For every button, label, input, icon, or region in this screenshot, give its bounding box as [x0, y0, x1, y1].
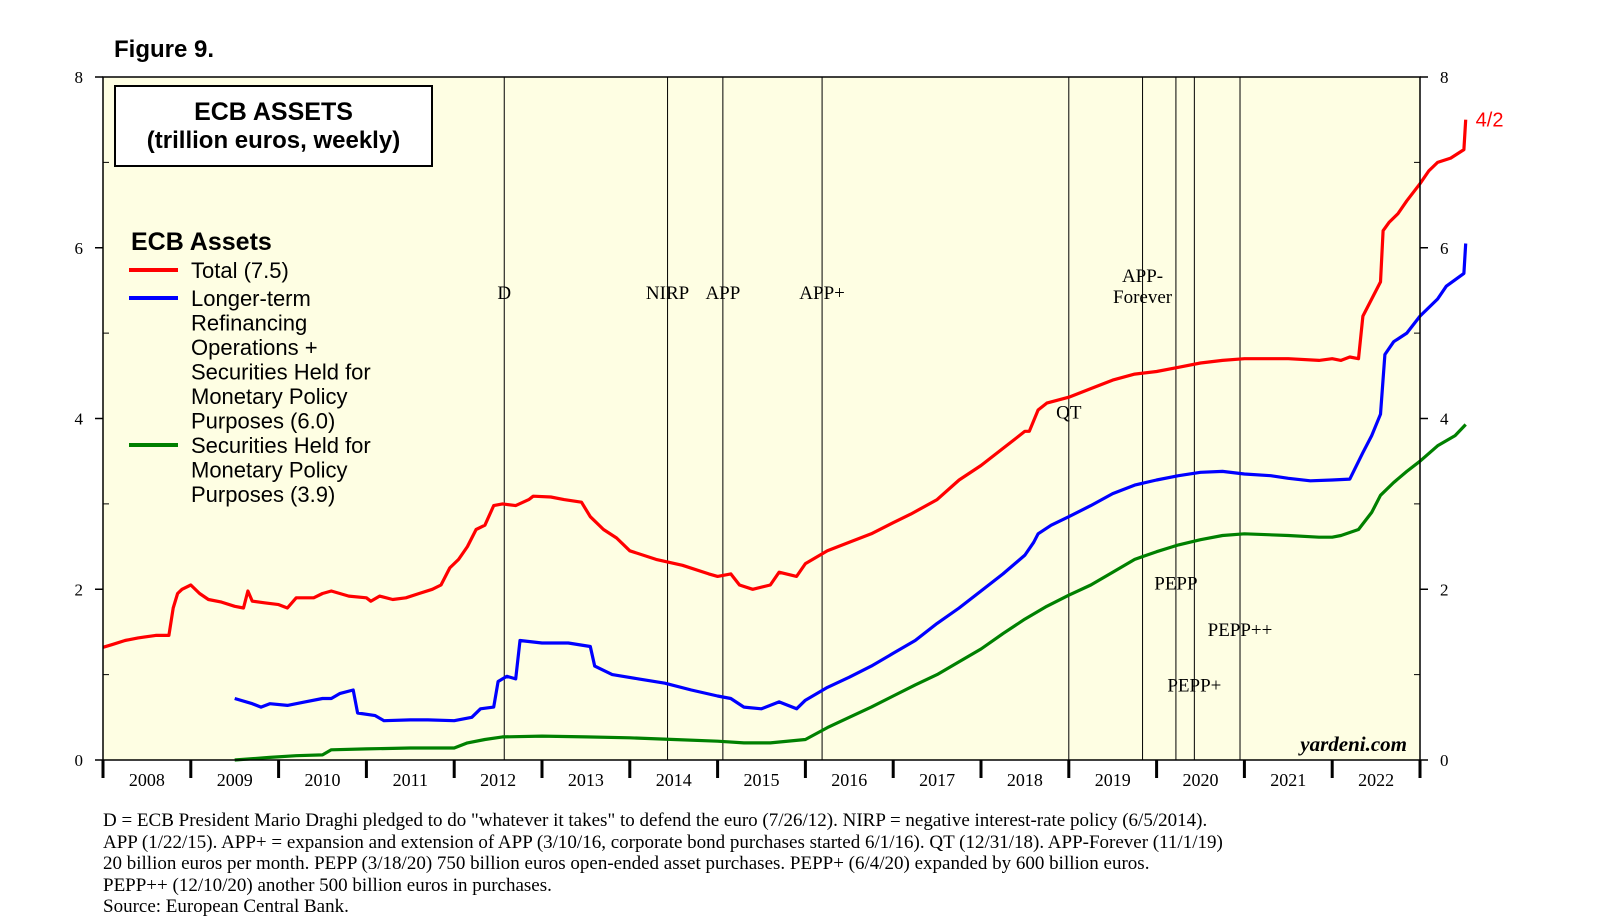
legend-title: ECB Assets	[131, 228, 272, 256]
legend-label: Securities Held for	[191, 433, 371, 458]
x-tick-label: 2010	[305, 770, 341, 790]
legend-label: Securities Held for	[191, 360, 371, 385]
x-tick-label: 2018	[1007, 770, 1043, 790]
series-line-2	[234, 423, 1467, 762]
event-label: APP+	[799, 283, 845, 304]
x-tick-label: 2008	[129, 770, 165, 790]
y-tick-label-left: 4	[75, 410, 84, 429]
chart-subtitle: (trillion euros, weekly)	[147, 127, 400, 154]
x-tick-label: 2013	[568, 770, 604, 790]
x-tick-label: 2020	[1183, 770, 1219, 790]
event-label: APP	[705, 283, 740, 304]
event-label: APP-	[1122, 266, 1163, 287]
chart-title: ECB ASSETS	[194, 98, 353, 126]
series-line-1	[234, 243, 1468, 723]
legend-label: Purposes (6.0)	[191, 409, 335, 434]
x-tick-label: 2021	[1270, 770, 1306, 790]
footnote-line: APP (1/22/15). APP+ = expansion and exte…	[103, 831, 1223, 853]
legend-label: Longer-term	[191, 286, 311, 311]
y-tick-label-right: 0	[1440, 751, 1449, 770]
event-label: PEPP+	[1167, 676, 1221, 697]
legend-label: Refinancing	[191, 311, 307, 336]
footnote-line: Source: European Central Bank.	[103, 896, 349, 917]
event-label: D	[497, 283, 511, 304]
y-tick-label-right: 8	[1440, 68, 1449, 87]
end-label: 4/2	[1476, 110, 1504, 132]
legend-label: Purposes (3.9)	[191, 482, 335, 507]
x-tick-label: 2012	[480, 770, 516, 790]
y-tick-label-right: 4	[1440, 410, 1449, 429]
y-tick-label-left: 8	[75, 68, 84, 87]
watermark: yardeni.com	[1297, 732, 1407, 756]
y-tick-label-left: 0	[75, 751, 84, 770]
event-label: NIRP	[646, 283, 689, 304]
legend-label: Total (7.5)	[191, 258, 289, 283]
x-tick-label: 2019	[1095, 770, 1131, 790]
y-tick-label-right: 2	[1440, 580, 1449, 599]
legend-label: Operations +	[191, 335, 318, 360]
y-tick-label-left: 6	[75, 239, 84, 258]
event-label: QT	[1056, 403, 1082, 424]
event-label: PEPP	[1154, 573, 1197, 594]
footnote-line: 20 billion euros per month. PEPP (3/18/2…	[103, 853, 1150, 874]
footnotes: D = ECB President Mario Draghi pledged t…	[103, 810, 1503, 918]
event-label: Forever	[1113, 287, 1173, 308]
y-tick-label-right: 6	[1440, 239, 1449, 258]
ecb-assets-chart: D NIRP APP APP+ QT APP-Forever PEPP PEPP+ PEPP++…	[75, 68, 1504, 790]
x-tick-label: 2014	[656, 770, 692, 790]
x-tick-label: 2015	[744, 770, 780, 790]
footnote-line: D = ECB President Mario Draghi pledged t…	[103, 810, 1208, 831]
x-tick-label: 2016	[831, 770, 867, 790]
series-line-0	[102, 119, 1468, 649]
plot-area	[103, 77, 1420, 760]
x-tick-label: 2011	[393, 770, 428, 790]
legend-label: Monetary Policy	[191, 458, 348, 483]
footnote-line: PEPP++ (12/10/20) another 500 billion eu…	[103, 874, 552, 896]
x-tick-label: 2022	[1358, 770, 1394, 790]
figure-label: Figure 9.	[114, 36, 215, 63]
title-box: ECB ASSETS (trillion euros, weekly)	[114, 85, 433, 167]
x-tick-label: 2009	[217, 770, 253, 790]
y-tick-label-left: 2	[75, 580, 84, 599]
legend-label: Monetary Policy	[191, 384, 348, 409]
event-label: PEPP++	[1208, 620, 1273, 641]
x-tick-label: 2017	[919, 770, 955, 790]
